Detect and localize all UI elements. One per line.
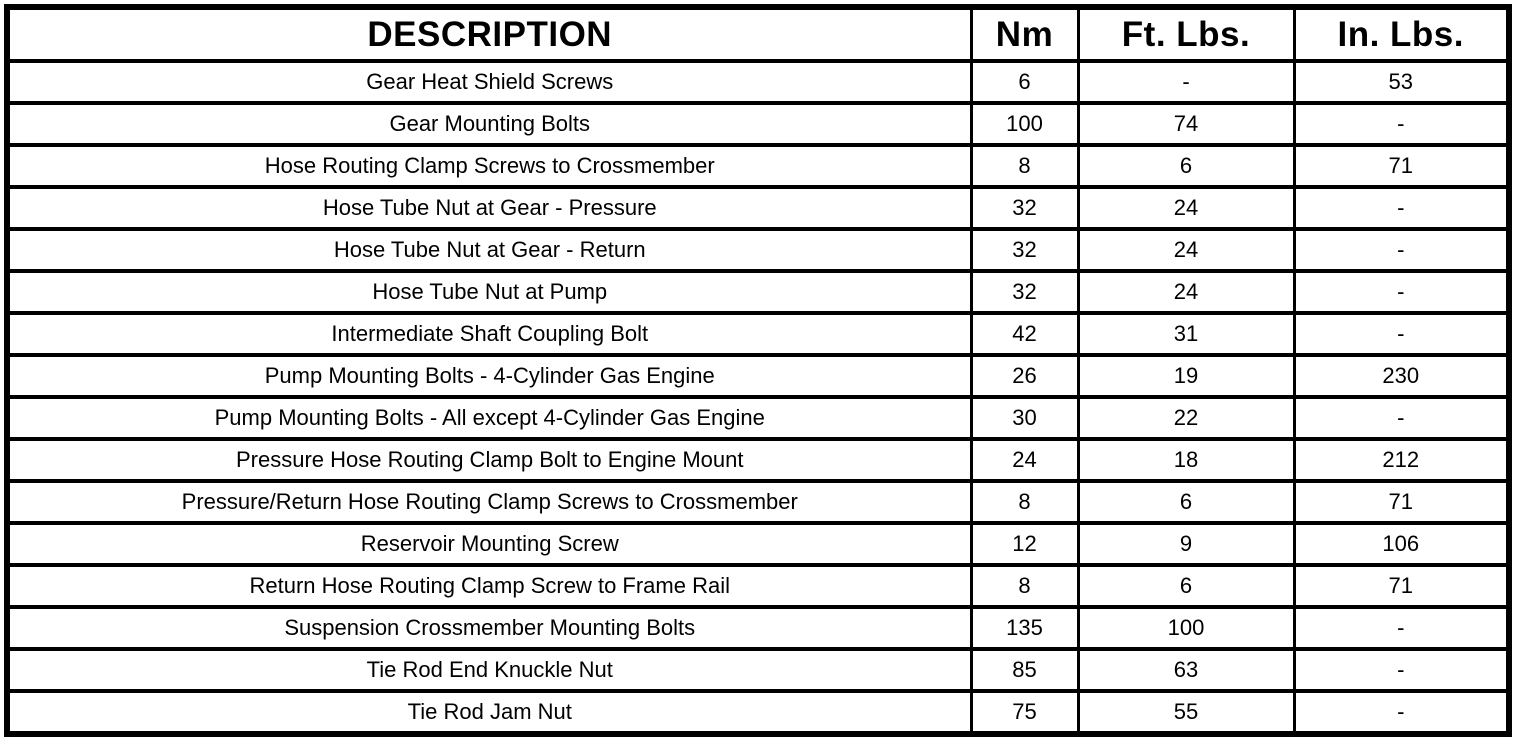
description-cell: Hose Tube Nut at Gear - Pressure <box>5 184 973 231</box>
in-lbs-cell: - <box>1292 226 1511 273</box>
in-lbs-cell: - <box>1292 268 1511 315</box>
table-row: Gear Mounting Bolts 100 74 - <box>5 100 1511 147</box>
ft-lbs-cell: 31 <box>1076 310 1296 357</box>
column-header-description: DESCRIPTION <box>5 5 973 63</box>
nm-cell: 32 <box>969 268 1080 315</box>
table-row: Return Hose Routing Clamp Screw to Frame… <box>5 562 1511 609</box>
in-lbs-cell: 212 <box>1292 436 1511 483</box>
description-cell: Gear Heat Shield Screws <box>5 59 973 105</box>
table-row: Pressure/Return Hose Routing Clamp Screw… <box>5 478 1511 525</box>
description-cell: Pressure/Return Hose Routing Clamp Screw… <box>5 478 973 525</box>
nm-cell: 8 <box>969 562 1080 609</box>
in-lbs-cell: 71 <box>1292 478 1511 525</box>
description-cell: Gear Mounting Bolts <box>5 100 973 147</box>
nm-cell: 85 <box>969 646 1080 693</box>
column-header-in-lbs: In. Lbs. <box>1292 5 1511 63</box>
nm-cell: 100 <box>969 100 1080 147</box>
torque-table-header: DESCRIPTION Nm Ft. Lbs. In. Lbs. <box>5 5 1511 63</box>
in-lbs-cell: - <box>1292 646 1511 693</box>
nm-cell: 42 <box>969 310 1080 357</box>
table-row: Pump Mounting Bolts - All except 4-Cylin… <box>5 394 1511 441</box>
in-lbs-cell: - <box>1292 604 1511 651</box>
table-row: Hose Routing Clamp Screws to Crossmember… <box>5 142 1511 189</box>
in-lbs-cell: - <box>1292 394 1511 441</box>
table-row: Gear Heat Shield Screws 6 - 53 <box>5 59 1511 105</box>
table-row: Suspension Crossmember Mounting Bolts 13… <box>5 604 1511 651</box>
description-cell: Intermediate Shaft Coupling Bolt <box>5 310 973 357</box>
ft-lbs-cell: 22 <box>1076 394 1296 441</box>
nm-cell: 135 <box>969 604 1080 651</box>
nm-cell: 30 <box>969 394 1080 441</box>
nm-cell: 32 <box>969 226 1080 273</box>
ft-lbs-cell: 6 <box>1076 142 1296 189</box>
nm-cell: 8 <box>969 142 1080 189</box>
table-row: Hose Tube Nut at Gear - Pressure 32 24 - <box>5 184 1511 231</box>
description-cell: Pressure Hose Routing Clamp Bolt to Engi… <box>5 436 973 483</box>
ft-lbs-cell: 9 <box>1076 520 1296 567</box>
ft-lbs-cell: 6 <box>1076 562 1296 609</box>
table-row: Tie Rod Jam Nut 75 55 - <box>5 688 1511 737</box>
ft-lbs-cell: 74 <box>1076 100 1296 147</box>
ft-lbs-cell: 18 <box>1076 436 1296 483</box>
table-row: Tie Rod End Knuckle Nut 85 63 - <box>5 646 1511 693</box>
table-row: Hose Tube Nut at Pump 32 24 - <box>5 268 1511 315</box>
description-cell: Suspension Crossmember Mounting Bolts <box>5 604 973 651</box>
table-row: Hose Tube Nut at Gear - Return 32 24 - <box>5 226 1511 273</box>
nm-cell: 24 <box>969 436 1080 483</box>
table-row: Pump Mounting Bolts - 4-Cylinder Gas Eng… <box>5 352 1511 399</box>
in-lbs-cell: - <box>1292 688 1511 737</box>
ft-lbs-cell: - <box>1076 59 1296 105</box>
column-header-nm: Nm <box>969 5 1080 63</box>
in-lbs-cell: - <box>1292 310 1511 357</box>
description-cell: Pump Mounting Bolts - 4-Cylinder Gas Eng… <box>5 352 973 399</box>
nm-cell: 8 <box>969 478 1080 525</box>
nm-cell: 75 <box>969 688 1080 737</box>
ft-lbs-cell: 24 <box>1076 184 1296 231</box>
description-cell: Hose Tube Nut at Pump <box>5 268 973 315</box>
description-cell: Tie Rod Jam Nut <box>5 688 973 737</box>
in-lbs-cell: 53 <box>1292 59 1511 105</box>
in-lbs-cell: 71 <box>1292 562 1511 609</box>
torque-table-body: Gear Heat Shield Screws 6 - 53 Gear Moun… <box>5 59 1511 737</box>
description-cell: Reservoir Mounting Screw <box>5 520 973 567</box>
in-lbs-cell: - <box>1292 184 1511 231</box>
description-cell: Hose Tube Nut at Gear - Return <box>5 226 973 273</box>
nm-cell: 26 <box>969 352 1080 399</box>
description-cell: Return Hose Routing Clamp Screw to Frame… <box>5 562 973 609</box>
in-lbs-cell: 106 <box>1292 520 1511 567</box>
header-row: DESCRIPTION Nm Ft. Lbs. In. Lbs. <box>5 5 1511 63</box>
ft-lbs-cell: 6 <box>1076 478 1296 525</box>
torque-spec-table: DESCRIPTION Nm Ft. Lbs. In. Lbs. Gear He… <box>4 4 1512 737</box>
ft-lbs-cell: 24 <box>1076 226 1296 273</box>
description-cell: Hose Routing Clamp Screws to Crossmember <box>5 142 973 189</box>
nm-cell: 32 <box>969 184 1080 231</box>
nm-cell: 12 <box>969 520 1080 567</box>
ft-lbs-cell: 24 <box>1076 268 1296 315</box>
table-row: Intermediate Shaft Coupling Bolt 42 31 - <box>5 310 1511 357</box>
ft-lbs-cell: 100 <box>1076 604 1296 651</box>
nm-cell: 6 <box>969 59 1080 105</box>
ft-lbs-cell: 19 <box>1076 352 1296 399</box>
description-cell: Pump Mounting Bolts - All except 4-Cylin… <box>5 394 973 441</box>
table-row: Reservoir Mounting Screw 12 9 106 <box>5 520 1511 567</box>
description-cell: Tie Rod End Knuckle Nut <box>5 646 973 693</box>
table-row: Pressure Hose Routing Clamp Bolt to Engi… <box>5 436 1511 483</box>
column-header-ft-lbs: Ft. Lbs. <box>1076 5 1296 63</box>
in-lbs-cell: 230 <box>1292 352 1511 399</box>
in-lbs-cell: 71 <box>1292 142 1511 189</box>
ft-lbs-cell: 55 <box>1076 688 1296 737</box>
in-lbs-cell: - <box>1292 100 1511 147</box>
ft-lbs-cell: 63 <box>1076 646 1296 693</box>
